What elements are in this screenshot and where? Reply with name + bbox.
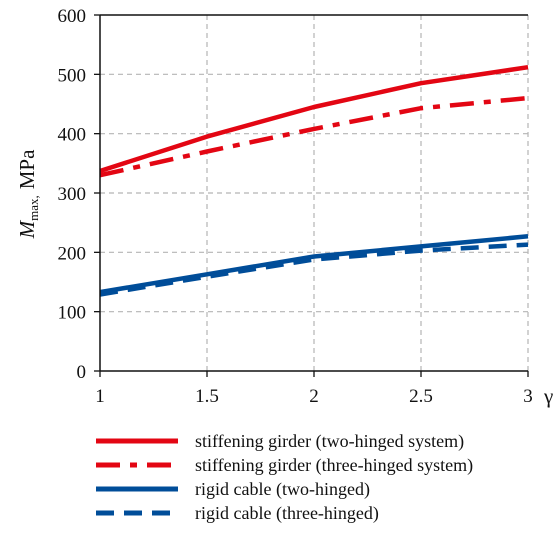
legend-item: rigid cable (two-hinged) bbox=[96, 479, 370, 500]
legend-item: rigid cable (three-hinged) bbox=[96, 503, 379, 524]
y-axis-ticks: 0 100 200 300 400 500 600 bbox=[58, 6, 100, 383]
y-tick-label: 400 bbox=[58, 125, 87, 146]
x-tick-label: 1.5 bbox=[195, 386, 219, 407]
y-tick-label: 100 bbox=[58, 303, 87, 324]
series-lines bbox=[99, 64, 529, 297]
legend-label: rigid cable (three-hinged) bbox=[195, 503, 379, 524]
x-axis-ticks: 1 1.5 2 2.5 3 bbox=[95, 371, 533, 407]
x-axis-label: γ bbox=[543, 384, 553, 408]
legend-label: stiffening girder (two-hinged system) bbox=[195, 431, 464, 452]
y-tick-label: 300 bbox=[58, 184, 87, 205]
series-line-3 bbox=[99, 234, 529, 295]
y-tick-label: 0 bbox=[77, 362, 87, 383]
x-tick-label: 2.5 bbox=[409, 386, 433, 407]
y-tick-label: 500 bbox=[58, 65, 87, 86]
series-line-4 bbox=[99, 242, 529, 297]
series-line-1 bbox=[99, 64, 529, 174]
x-tick-label: 3 bbox=[523, 386, 533, 407]
legend-label: rigid cable (two-hinged) bbox=[195, 479, 370, 500]
legend-item: stiffening girder (three-hinged system) bbox=[96, 455, 473, 476]
series-line-2 bbox=[99, 95, 529, 178]
y-tick-label: 600 bbox=[58, 6, 87, 27]
x-tick-label: 1 bbox=[95, 386, 105, 407]
y-axis-label: Mmax,MPa bbox=[15, 149, 41, 239]
y-tick-label: 200 bbox=[58, 243, 87, 264]
legend-item: stiffening girder (two-hinged system) bbox=[96, 431, 464, 452]
x-tick-label: 2 bbox=[309, 386, 319, 407]
legend: stiffening girder (two-hinged system) sti… bbox=[96, 431, 473, 524]
legend-label: stiffening girder (three-hinged system) bbox=[195, 455, 473, 476]
gridlines bbox=[100, 15, 529, 371]
